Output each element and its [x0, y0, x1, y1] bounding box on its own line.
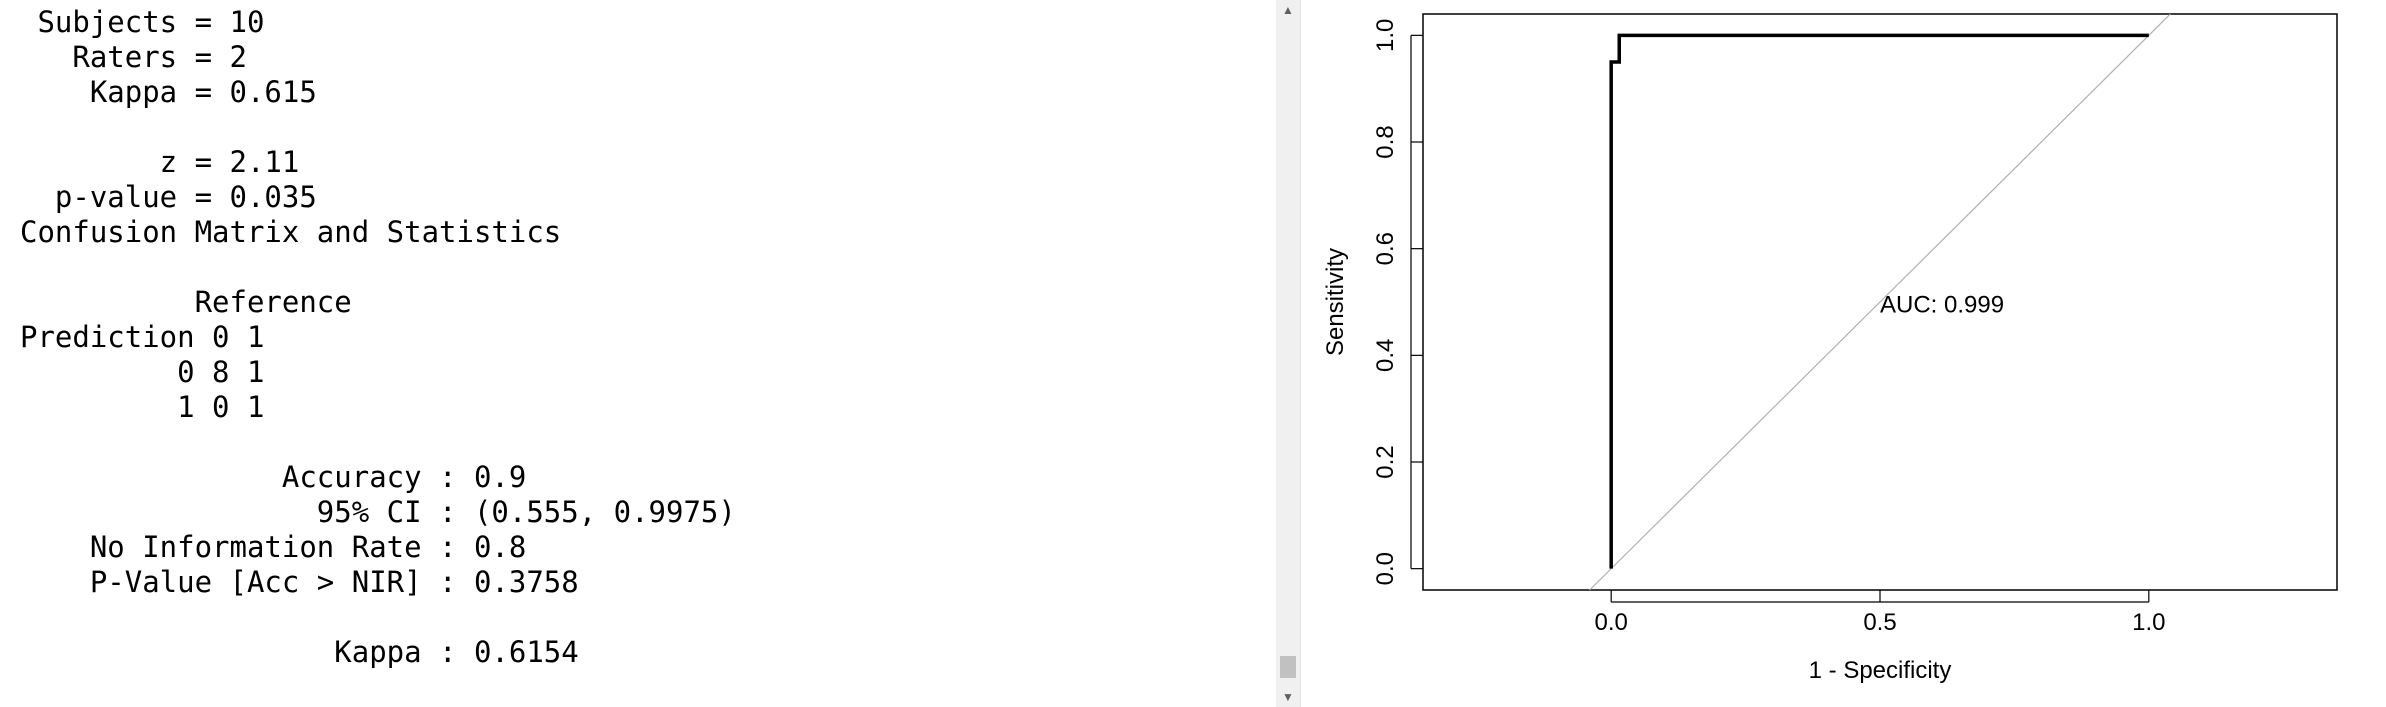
console-line: z = 2.11 — [20, 145, 300, 179]
triangle-up-icon[interactable]: ▲ — [1282, 3, 1294, 17]
console-line: Kappa = 0.615 — [20, 75, 317, 109]
auc-annotation: AUC: 0.999 — [1880, 292, 2004, 319]
y-tick-label: 0.2 — [1372, 445, 1399, 478]
console-line: Confusion Matrix and Statistics — [20, 215, 562, 249]
console-line: 0 8 1 — [20, 355, 265, 389]
roc-chart: 0.0 0.5 1.0 0.0 0.2 0.4 0.6 0.8 1.0 1 - Specifici… — [1322, 13, 2338, 684]
y-axis-label: Sensitivity — [1322, 248, 1349, 356]
console-line: P-Value [Acc > NIR] : 0.3758 — [20, 565, 579, 599]
x-tick-label: 1.0 — [2132, 609, 2165, 636]
console-line: Accuracy : 0.9 — [20, 460, 527, 494]
console-line: Reference — [20, 285, 352, 319]
y-tick-label: 0.6 — [1372, 232, 1399, 265]
y-tick-label: 0.0 — [1372, 552, 1399, 585]
console-line: Kappa : 0.6154 — [20, 635, 579, 669]
x-tick-label: 0.5 — [1863, 609, 1896, 636]
console-line: 1 0 1 — [20, 390, 265, 424]
x-axis-label: 1 - Specificity — [1809, 657, 1952, 684]
scrollbar-thumb[interactable] — [1280, 656, 1296, 678]
console-line: Raters = 2 — [20, 40, 247, 74]
y-tick-label: 1.0 — [1372, 19, 1399, 52]
console-text: Subjects = 10 Raters = 2 Kappa = 0.615 z… — [20, 5, 736, 670]
console-line: No Information Rate : 0.8 — [20, 530, 527, 564]
console-line — [20, 110, 736, 145]
console-line: Prediction 0 1 — [20, 320, 265, 354]
triangle-down-icon[interactable]: ▼ — [1282, 690, 1294, 704]
console-line — [20, 250, 736, 285]
roc-curve — [1609, 33, 2149, 569]
console-line: p-value = 0.035 — [20, 180, 317, 214]
x-tick-label: 0.0 — [1594, 609, 1627, 636]
y-tick-label: 0.8 — [1372, 125, 1399, 158]
console-line — [20, 600, 736, 635]
console-output[interactable]: Subjects = 10 Raters = 2 Kappa = 0.615 z… — [0, 0, 1276, 707]
y-tick-label: 0.4 — [1372, 339, 1399, 372]
reference-line — [1589, 13, 2171, 591]
console-line — [20, 425, 736, 460]
console-line: Subjects = 10 — [20, 5, 265, 39]
plot-panel: 0.0 0.5 1.0 0.0 0.2 0.4 0.6 0.8 1.0 1 - Specifici… — [1300, 0, 2386, 707]
console-scrollbar[interactable]: ▲ ▼ — [1276, 0, 1300, 707]
console-line: 95% CI : (0.555, 0.9975) — [20, 495, 736, 529]
